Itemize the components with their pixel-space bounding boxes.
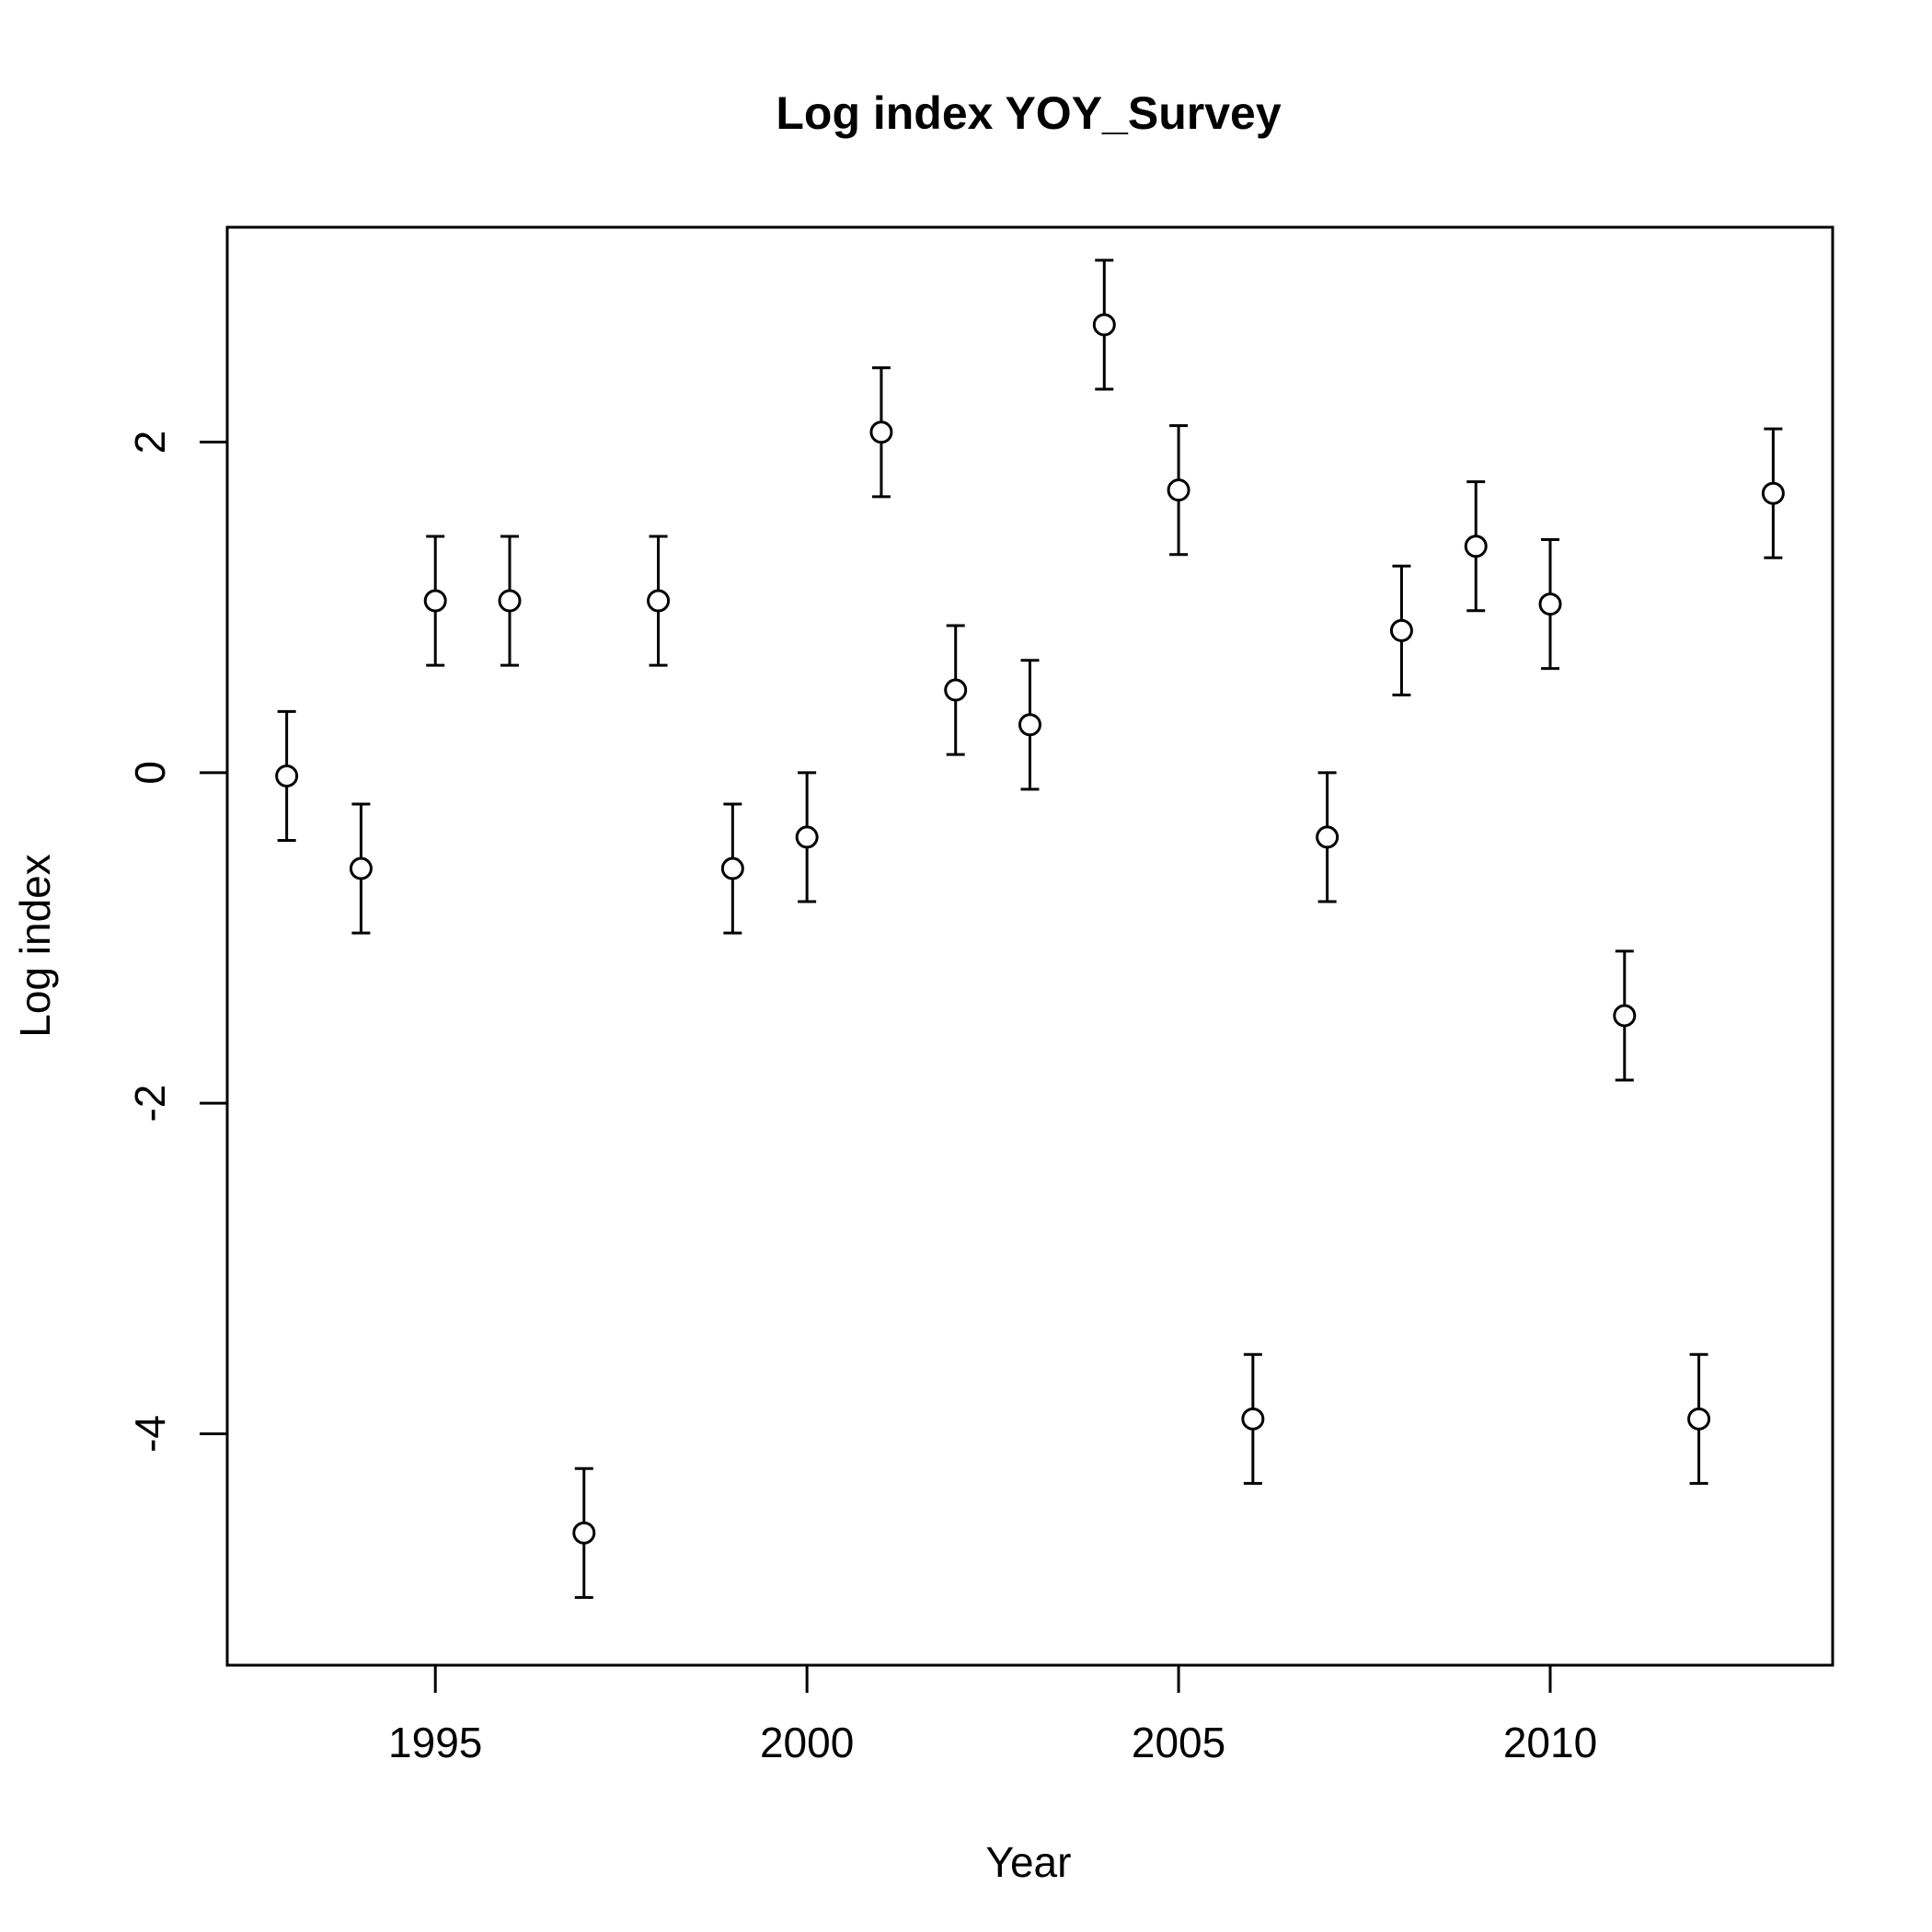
data-point	[869, 420, 893, 444]
x-axis: 1995 2000 2005 2010	[388, 1663, 1597, 1766]
data-point	[1389, 618, 1413, 642]
data-point	[647, 589, 671, 613]
data-point	[1687, 1407, 1711, 1431]
y-axis: -4 -2 0 2	[126, 431, 229, 1453]
data-point	[944, 678, 968, 702]
data-point	[1092, 313, 1116, 337]
data-point	[349, 857, 373, 880]
x-axis-label: Year	[986, 1838, 1072, 1886]
data-point	[1538, 592, 1562, 616]
data-point	[423, 589, 447, 613]
plot-frame	[225, 225, 1834, 1667]
y-tick-label: -4	[126, 1415, 174, 1453]
data-point	[572, 1521, 596, 1545]
x-tick-label: 1995	[388, 1719, 482, 1766]
x-tick-label: 2000	[760, 1719, 854, 1766]
data-point	[1241, 1407, 1265, 1431]
data-point	[1761, 481, 1785, 505]
data-point	[1018, 713, 1041, 737]
x-tick-label: 2010	[1503, 1719, 1597, 1766]
y-tick-label: -2	[126, 1085, 174, 1122]
data-point	[1316, 825, 1340, 849]
data-marks	[275, 259, 1785, 1599]
data-point	[1613, 1004, 1637, 1028]
data-point	[275, 764, 299, 788]
y-tick-label: 0	[126, 761, 174, 785]
data-point	[1167, 478, 1190, 502]
data-point	[498, 589, 522, 613]
y-tick-label: 2	[126, 431, 174, 454]
chart-title: Log index YOY_Survey	[776, 87, 1281, 139]
data-point	[1464, 535, 1488, 558]
data-point	[720, 857, 744, 880]
x-tick-label: 2005	[1132, 1719, 1225, 1766]
data-point	[795, 825, 819, 849]
y-axis-label: Log index	[11, 854, 59, 1038]
